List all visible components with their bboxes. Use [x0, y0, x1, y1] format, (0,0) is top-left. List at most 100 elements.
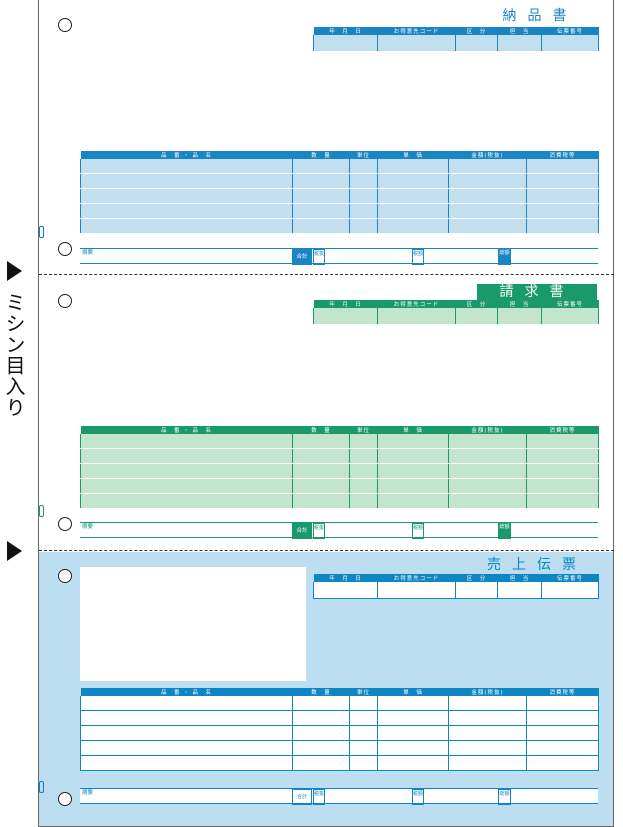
invoice-title: 請求書: [477, 284, 597, 300]
punch-hole: [58, 242, 72, 256]
invoice-section: 請求書 年 月 日お得意先コード区 分担 当伝票番号 品 番 ・ 品 名数 量単…: [39, 276, 613, 549]
punch-hole: [58, 294, 72, 308]
header-table: 年 月 日お得意先コード区 分担 当伝票番号: [313, 27, 599, 52]
footer-row: 摘要 合計 税抜 税額 総額: [80, 248, 598, 265]
sales-slip-section: 売上伝票 年 月 日お得意先コード区 分担 当伝票番号 品 番 ・ 品 名数 量…: [39, 552, 613, 826]
header-col-category: 区 分: [455, 300, 498, 308]
sales-slip-title: 売上伝票: [487, 557, 587, 573]
memo-label: 摘要: [82, 524, 94, 530]
item-col-qty: 数 量: [292, 688, 350, 696]
item-row: [80, 755, 599, 771]
item-col-name: 品 番 ・ 品 名: [80, 426, 293, 434]
brand-mark-icon: [39, 226, 44, 238]
punch-hole: [58, 517, 72, 531]
header-col-date: 年 月 日: [313, 300, 378, 308]
delivery-slip-title: 納品書: [502, 8, 578, 24]
item-col-amount: 金額(税抜): [448, 426, 527, 434]
item-row: [80, 434, 599, 449]
tax-label: 税額: [412, 789, 424, 805]
header-cell: [455, 35, 498, 52]
total-label: 合計: [292, 523, 312, 539]
item-row: [80, 463, 599, 479]
punch-hole: [58, 569, 72, 583]
item-col-unit: 単位: [349, 151, 378, 159]
header-col-date: 年 月 日: [313, 27, 378, 35]
item-row: [80, 203, 599, 219]
tax-excl-label: 税抜: [313, 523, 325, 539]
brand-mark-icon: [39, 781, 44, 793]
total-label: 合計: [292, 789, 312, 805]
header-col-date: 年 月 日: [313, 574, 378, 582]
item-col-name: 品 番 ・ 品 名: [80, 151, 293, 159]
item-row: [80, 218, 599, 234]
header-col-staff: 担 当: [497, 27, 542, 35]
header-col-category: 区 分: [455, 574, 498, 582]
item-row: [80, 173, 599, 189]
header-col-customer-code: お得意先コード: [377, 574, 456, 582]
header-col-staff: 担 当: [497, 574, 542, 582]
header-cell: [455, 582, 498, 599]
tax-label: 税額: [412, 249, 424, 265]
item-table: 品 番 ・ 品 名数 量単位単 価金額(税抜) 消費税等: [80, 426, 599, 509]
item-col-price: 単 価: [377, 151, 449, 159]
header-col-slip-number: 伝票番号: [541, 574, 599, 582]
tax-excl-label: 税抜: [313, 789, 325, 805]
footer-row: 摘要 合計 税抜 税額 総額: [80, 522, 598, 539]
header-col-customer-code: お得意先コード: [377, 27, 456, 35]
tax-incl-label: 総額: [498, 249, 511, 265]
memo-label: 摘要: [82, 250, 94, 256]
item-col-amount: 金額(税抜): [448, 151, 527, 159]
header-cell: [455, 308, 498, 325]
item-col-amount: 金額(税抜): [448, 688, 527, 696]
item-col-tax: 消費税等: [526, 688, 599, 696]
item-col-price: 単 価: [377, 688, 449, 696]
header-cell: [313, 582, 378, 599]
header-cell: [497, 35, 542, 52]
item-col-qty: 数 量: [292, 151, 350, 159]
item-row: [80, 188, 599, 204]
item-row: [80, 710, 599, 726]
punch-hole: [58, 792, 72, 806]
header-cell: [377, 582, 456, 599]
item-col-price: 単 価: [377, 426, 449, 434]
tax-label: 税額: [412, 523, 424, 539]
perforation-marker-arrow: [7, 541, 22, 561]
item-table: 品 番 ・ 品 名数 量単位単 価金額(税抜) 消費税等: [80, 151, 599, 234]
item-row: [80, 493, 599, 509]
tax-excl-label: 税抜: [313, 249, 325, 265]
item-col-qty: 数 量: [292, 426, 350, 434]
perforation-line: [39, 274, 614, 275]
header-col-slip-number: 伝票番号: [541, 27, 599, 35]
header-col-customer-code: お得意先コード: [377, 300, 456, 308]
header-cell: [497, 582, 542, 599]
header-cell: [541, 582, 599, 599]
header-col-category: 区 分: [455, 27, 498, 35]
item-row: [80, 448, 599, 464]
footer-row: 摘要 合計 税抜 税額 総額: [80, 788, 598, 805]
header-cell: [313, 308, 378, 325]
item-col-name: 品 番 ・ 品 名: [80, 688, 293, 696]
header-col-staff: 担 当: [497, 300, 542, 308]
delivery-slip-section: 納品書 年 月 日お得意先コード区 分担 当伝票番号 品 番 ・ 品 名数 量単…: [39, 0, 613, 274]
header-cell: [541, 35, 599, 52]
address-window: [80, 567, 306, 681]
tax-incl-label: 総額: [498, 523, 511, 539]
item-col-unit: 単位: [349, 688, 378, 696]
perforation-label: ミシン目入り: [2, 292, 26, 418]
tax-incl-label: 総額: [498, 789, 511, 805]
header-table: 年 月 日お得意先コード区 分担 当伝票番号: [313, 300, 599, 325]
header-col-slip-number: 伝票番号: [541, 300, 599, 308]
item-col-tax: 消費税等: [526, 151, 599, 159]
item-col-tax: 消費税等: [526, 426, 599, 434]
item-col-unit: 単位: [349, 426, 378, 434]
header-table: 年 月 日お得意先コード区 分担 当伝票番号: [313, 574, 599, 599]
perforation-line: [39, 550, 614, 551]
memo-label: 摘要: [82, 790, 94, 796]
perforation-marker-arrow: [7, 261, 22, 281]
header-cell: [541, 308, 599, 325]
item-row: [80, 740, 599, 756]
brand-mark-icon: [39, 505, 44, 517]
header-cell: [497, 308, 542, 325]
header-cell: [313, 35, 378, 52]
header-cell: [377, 35, 456, 52]
